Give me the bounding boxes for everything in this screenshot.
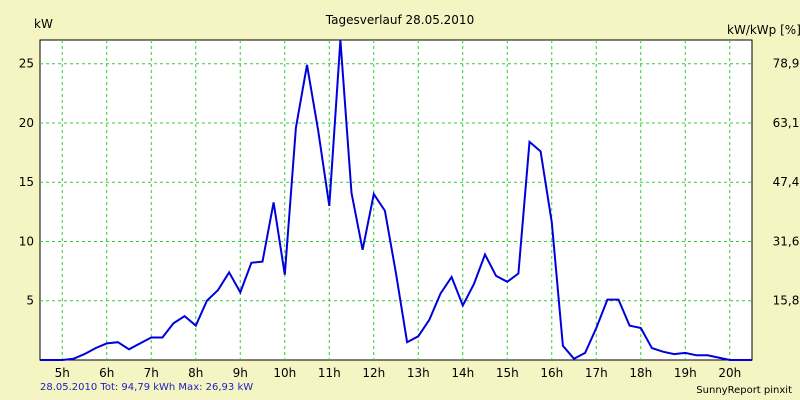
- plot-area: [39, 39, 753, 361]
- summary-footer: 28.05.2010 Tot: 94,79 kWh Max: 26,93 kW: [40, 382, 254, 393]
- y-right-tick-label: 63,1: [773, 116, 800, 130]
- y-right-tick-labels: 15,8 31,6 47,4 63,1 78,9: [773, 57, 800, 308]
- x-tick-label: 12h: [362, 366, 385, 380]
- y-right-tick-label: 15,8: [773, 294, 800, 308]
- x-tick-labels: 5h 6h 7h 8h 9h 10h 11h 12h 13h 14h 15h 16h 17h 18h 19h…: [55, 366, 742, 380]
- x-tick-label: 16h: [540, 366, 563, 380]
- y-right-tick-label: 47,4: [773, 175, 800, 189]
- x-tick-label: 5h: [55, 366, 70, 380]
- x-tick-label: 18h: [629, 366, 652, 380]
- x-tick-label: 19h: [674, 366, 697, 380]
- y-right-axis-label: kW/kWp [%]: [727, 23, 800, 37]
- y-left-axis-label: kW: [34, 17, 53, 31]
- x-tick-label: 7h: [144, 366, 159, 380]
- x-tick-label: 20h: [718, 366, 741, 380]
- x-tick-label: 10h: [273, 366, 296, 380]
- y-left-tick-labels: 5 10 15 20 25: [19, 57, 34, 308]
- y-right-tick-label: 78,9: [773, 57, 800, 71]
- y-left-tick-label: 25: [19, 57, 34, 71]
- brand-footer: SunnyReport pinxit: [696, 385, 792, 396]
- x-tick-label: 6h: [99, 366, 114, 380]
- x-tick-label: 14h: [451, 366, 474, 380]
- y-left-tick-label: 20: [19, 116, 34, 130]
- y-left-tick-label: 15: [19, 175, 34, 189]
- x-tick-label: 11h: [318, 366, 341, 380]
- chart-title: Tagesverlauf 28.05.2010: [325, 13, 474, 27]
- x-tick-label: 9h: [233, 366, 248, 380]
- y-left-tick-label: 5: [26, 294, 34, 308]
- y-right-tick-label: 31,6: [773, 234, 800, 248]
- y-left-tick-label: 10: [19, 234, 34, 248]
- x-tick-label: 17h: [585, 366, 608, 380]
- x-tick-label: 13h: [407, 366, 430, 380]
- x-tick-label: 15h: [496, 366, 519, 380]
- power-series-line: [40, 39, 752, 361]
- x-tick-label: 8h: [188, 366, 203, 380]
